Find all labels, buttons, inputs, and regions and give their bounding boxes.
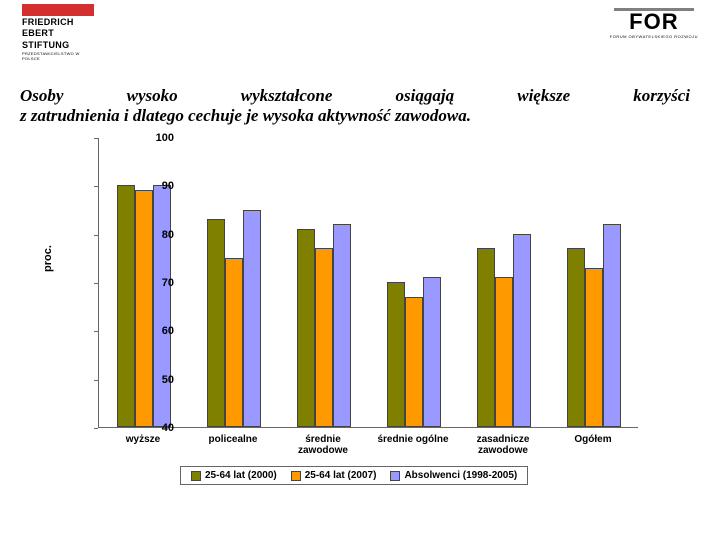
- logo-left-line2: EBERT: [22, 29, 94, 38]
- y-tick-mark: [94, 283, 98, 284]
- y-tick-mark: [94, 138, 98, 139]
- y-tick-mark: [94, 235, 98, 236]
- logo-right-main: FOR: [610, 11, 698, 33]
- bar: [513, 234, 531, 427]
- x-tick-label: wyższe: [98, 434, 188, 445]
- y-axis-label: proc.: [42, 245, 54, 272]
- y-tick-mark: [94, 380, 98, 381]
- legend-swatch: [191, 471, 201, 481]
- y-tick-label: 80: [134, 229, 174, 241]
- legend: 25-64 lat (2000) 25-64 lat (2007) Absolwen…: [180, 466, 528, 485]
- bar: [333, 224, 351, 427]
- legend-swatch: [390, 471, 400, 481]
- bar: [387, 282, 405, 427]
- y-tick-label: 90: [134, 180, 174, 192]
- bar: [153, 185, 171, 427]
- legend-swatch: [291, 471, 301, 481]
- legend-item: 25-64 lat (2007): [291, 470, 377, 481]
- legend-label: 25-64 lat (2007): [305, 470, 377, 481]
- caption-w1: Osoby: [20, 86, 63, 106]
- for-logo: FOR FORUM OBYWATELSKIEGO ROZWOJU: [610, 8, 698, 39]
- header: FRIEDRICH EBERT STIFTUNG PRZEDSTAWICIELS…: [0, 0, 720, 62]
- logo-red-bar: [22, 4, 94, 16]
- legend-label: Absolwenci (1998-2005): [404, 470, 517, 481]
- legend-label: 25-64 lat (2000): [205, 470, 277, 481]
- bar: [225, 258, 243, 427]
- bar: [117, 185, 135, 427]
- bar: [243, 210, 261, 428]
- chart: proc. 25-64 lat (2000) 25-64 lat (2007) Ab…: [40, 132, 660, 492]
- y-tick-label: 70: [134, 277, 174, 289]
- y-tick-label: 60: [134, 325, 174, 337]
- bar: [207, 219, 225, 427]
- logo-left-line1: FRIEDRICH: [22, 18, 94, 27]
- bar: [135, 190, 153, 427]
- logo-left-sub: PRZEDSTAWICIELSTWO W POLSCE: [22, 51, 94, 61]
- bar: [405, 297, 423, 428]
- logo-left-line3: STIFTUNG: [22, 41, 94, 50]
- bar: [567, 248, 585, 427]
- bar: [477, 248, 495, 427]
- bar: [297, 229, 315, 427]
- x-tick-label: zasadniczezawodowe: [458, 434, 548, 456]
- caption-w4: osiągają: [396, 86, 455, 106]
- legend-item: Absolwenci (1998-2005): [390, 470, 517, 481]
- logo-right-sub: FORUM OBYWATELSKIEGO ROZWOJU: [610, 34, 698, 39]
- bar: [315, 248, 333, 427]
- y-tick-label: 100: [134, 132, 174, 144]
- y-tick-label: 40: [134, 422, 174, 434]
- friedrich-ebert-logo: FRIEDRICH EBERT STIFTUNG PRZEDSTAWICIELS…: [22, 4, 94, 61]
- bar: [603, 224, 621, 427]
- caption-w3: wykształcone: [241, 86, 333, 106]
- x-tick-label: średniezawodowe: [278, 434, 368, 456]
- caption: Osoby wysoko wykształcone osiągają więks…: [20, 86, 700, 126]
- y-tick-mark: [94, 186, 98, 187]
- caption-w6: korzyści: [633, 86, 690, 106]
- caption-line2: z zatrudnienia i dlatego cechuje je wyso…: [20, 106, 700, 126]
- x-tick-label: policealne: [188, 434, 278, 445]
- bar: [423, 277, 441, 427]
- caption-w5: większe: [517, 86, 570, 106]
- x-tick-label: średnie ogólne: [368, 434, 458, 445]
- bar: [495, 277, 513, 427]
- y-tick-mark: [94, 331, 98, 332]
- legend-item: 25-64 lat (2000): [191, 470, 277, 481]
- caption-w2: wysoko: [127, 86, 178, 106]
- bar: [585, 268, 603, 428]
- x-tick-label: Ogółem: [548, 434, 638, 445]
- y-tick-label: 50: [134, 374, 174, 386]
- y-tick-mark: [94, 428, 98, 429]
- plot-area: [98, 138, 638, 428]
